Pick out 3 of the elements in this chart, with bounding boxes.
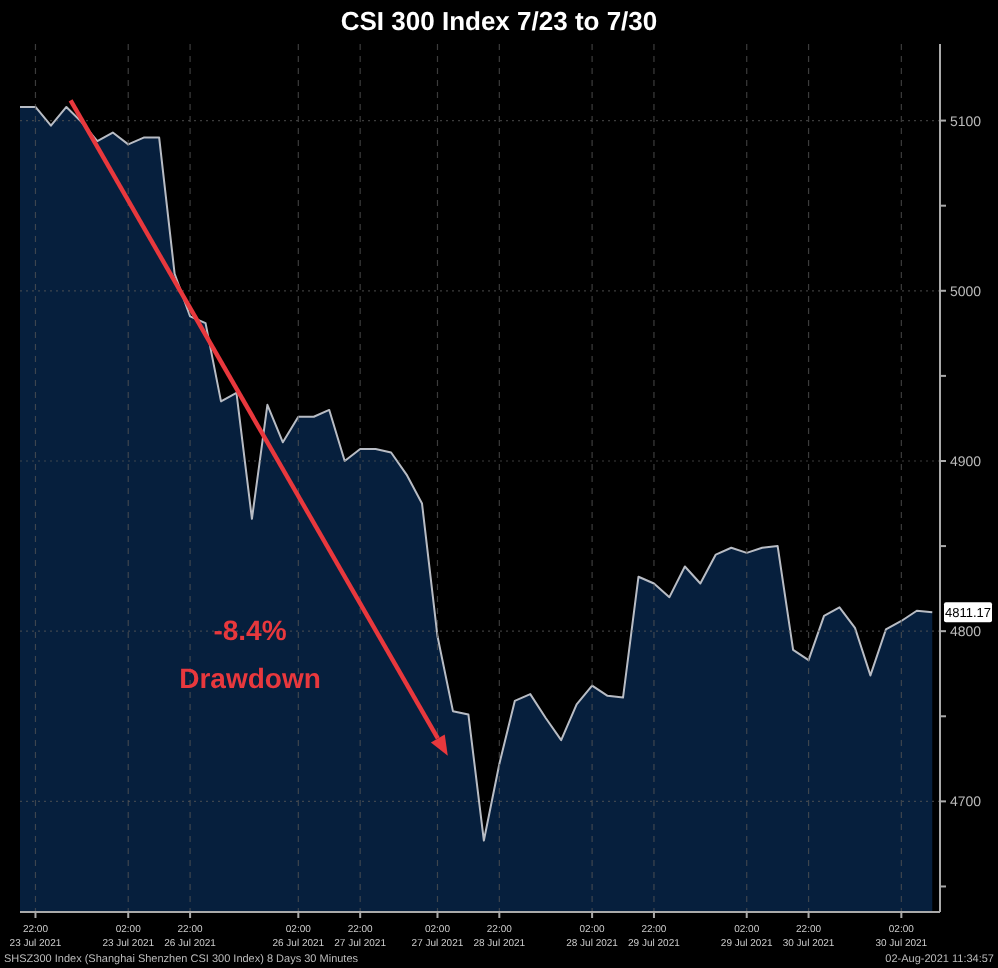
chart-title: CSI 300 Index 7/23 to 7/30 xyxy=(340,6,658,36)
annotation: -8.4% xyxy=(213,614,288,646)
annotation: Drawdown xyxy=(179,662,321,694)
